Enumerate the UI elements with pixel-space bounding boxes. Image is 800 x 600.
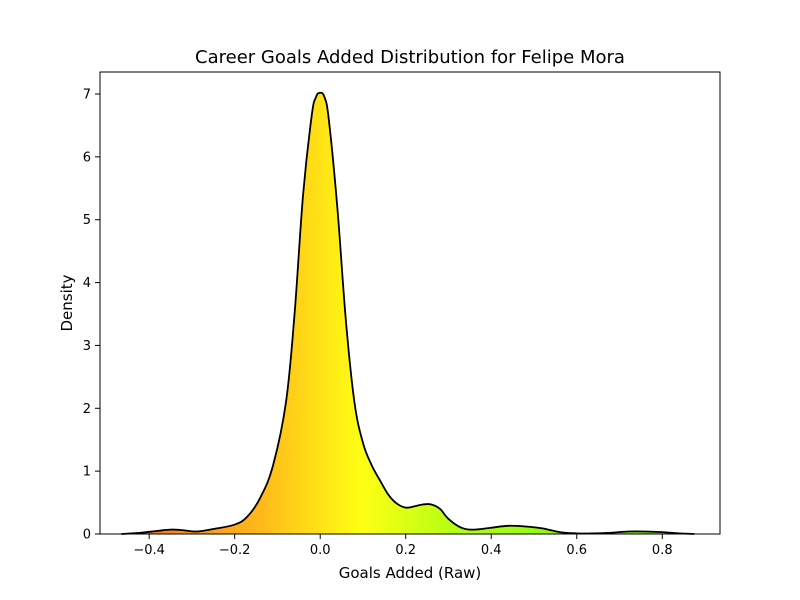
- x-tick-label: 0.2: [395, 543, 416, 558]
- x-tick-label: 0.8: [652, 543, 673, 558]
- density-curve-line: [121, 91, 695, 535]
- chart-title: Career Goals Added Distribution for Feli…: [195, 47, 625, 68]
- x-tick-label: 0.4: [481, 543, 502, 558]
- x-tick-label: −0.2: [219, 543, 251, 558]
- x-tick-label: −0.4: [133, 543, 165, 558]
- x-tick-label: 0.6: [566, 543, 587, 558]
- y-tick-label: 0: [83, 528, 91, 543]
- density-area-fill: [121, 92, 695, 534]
- y-tick-label: 4: [83, 276, 91, 291]
- y-axis-label: Density: [58, 274, 76, 331]
- y-tick-label: 6: [83, 150, 91, 165]
- y-tick-label: 1: [83, 465, 91, 480]
- y-tick-label: 2: [83, 402, 91, 417]
- y-tick-label: 7: [83, 88, 91, 103]
- plot-frame: [99, 71, 721, 535]
- x-tick-label: 0.0: [310, 543, 331, 558]
- y-tick-label: 3: [83, 339, 91, 354]
- x-axis-label: Goals Added (Raw): [339, 564, 482, 582]
- y-tick-label: 5: [83, 213, 91, 228]
